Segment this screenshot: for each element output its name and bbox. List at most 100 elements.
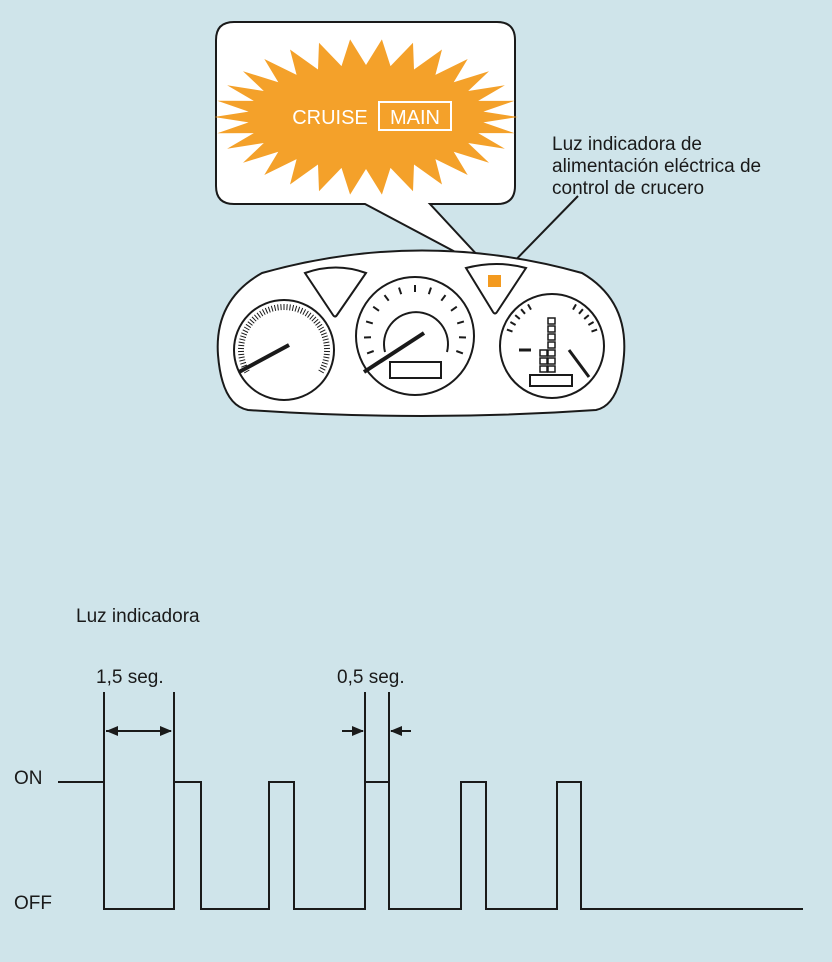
badge-main-box bbox=[378, 101, 452, 131]
gauge-tick bbox=[372, 305, 380, 312]
gauge-tick bbox=[294, 305, 298, 312]
gauge-tick bbox=[323, 344, 330, 347]
gauge-tick bbox=[383, 294, 390, 302]
tachometer-needle bbox=[238, 343, 290, 374]
gauge-tick bbox=[238, 341, 245, 344]
glow-burst bbox=[214, 39, 518, 195]
gauge-tick bbox=[583, 314, 590, 320]
gauge-tick bbox=[520, 308, 526, 315]
gauge-tick bbox=[240, 361, 247, 365]
badge-main-text: MAIN bbox=[390, 107, 440, 129]
gauge-tick bbox=[304, 310, 309, 317]
gauge-tick bbox=[398, 287, 403, 295]
level-block bbox=[547, 333, 556, 341]
gauge-tick bbox=[366, 350, 375, 355]
gauge-tick bbox=[261, 309, 266, 315]
level-blocks bbox=[539, 317, 556, 373]
gauge-tick bbox=[247, 321, 253, 326]
cruise-main-indicator bbox=[488, 275, 501, 287]
tachometer-dial bbox=[233, 299, 335, 401]
gauge-tick bbox=[319, 367, 326, 371]
gauge-tick bbox=[241, 364, 248, 368]
speedometer-needle bbox=[362, 331, 426, 374]
callout-label-line-2: alimentación eléctrica de bbox=[552, 156, 762, 177]
gauge-tick bbox=[316, 323, 323, 329]
gauge-tick bbox=[238, 353, 245, 356]
waveform-signal bbox=[58, 781, 803, 910]
gauge-tick bbox=[238, 344, 245, 347]
gauge-tick bbox=[455, 350, 464, 355]
gauge-tick bbox=[239, 338, 246, 341]
gauge-tick bbox=[254, 314, 259, 320]
gauge-tick bbox=[322, 338, 329, 341]
gauge-tick bbox=[273, 304, 277, 312]
gauge-tick bbox=[249, 318, 255, 324]
gauge-tick bbox=[506, 328, 513, 333]
dimension-lines bbox=[103, 692, 411, 782]
gauge-tick bbox=[251, 316, 257, 322]
gauge-tick bbox=[299, 307, 304, 314]
instrument-cluster bbox=[216, 249, 626, 417]
gauge-tick bbox=[321, 361, 328, 365]
gauge-tick bbox=[302, 309, 307, 315]
level-block bbox=[539, 357, 548, 365]
callout-label-line-3: control de crucero bbox=[552, 178, 705, 199]
level-on-label: ON bbox=[14, 768, 43, 789]
gauge-tick bbox=[259, 310, 264, 317]
gauge-tick bbox=[307, 312, 312, 318]
gauge-tick bbox=[315, 321, 321, 326]
gauge-tick bbox=[245, 323, 252, 329]
gauge-tick bbox=[289, 304, 291, 311]
level-block bbox=[547, 317, 556, 325]
level-block bbox=[547, 349, 556, 357]
odometer-display bbox=[389, 361, 442, 379]
gauge-tick bbox=[318, 369, 325, 374]
gauge-tick bbox=[320, 364, 327, 368]
gauge-tick bbox=[587, 321, 595, 326]
gauge-tick bbox=[313, 318, 319, 324]
gauge-tick bbox=[319, 329, 326, 333]
gauge-tick bbox=[365, 320, 374, 325]
gauge-tick bbox=[578, 308, 584, 315]
gauge-tick bbox=[270, 305, 274, 312]
gauge-tick bbox=[440, 294, 447, 302]
gauge-tick bbox=[267, 306, 271, 313]
callout-label-line-1: Luz indicadora de bbox=[552, 134, 702, 155]
level-block bbox=[539, 365, 548, 373]
gauge-tick bbox=[527, 303, 532, 311]
timing-title: Luz indicadora bbox=[76, 606, 200, 627]
level-block bbox=[547, 357, 556, 365]
gauge-tick bbox=[311, 316, 317, 322]
level-block bbox=[547, 365, 556, 373]
gauge-ticks bbox=[237, 285, 598, 374]
gauge-details bbox=[238, 311, 591, 387]
gauge-tick bbox=[243, 326, 250, 331]
speedometer-inner-arc bbox=[383, 311, 449, 353]
gauge-tick bbox=[509, 321, 517, 326]
gauge-tick bbox=[242, 329, 249, 333]
duration-short-label: 0,5 seg. bbox=[337, 667, 405, 688]
gauge-tick bbox=[572, 303, 577, 311]
duration-long-label: 1,5 seg. bbox=[96, 667, 164, 688]
fuel-needle bbox=[567, 349, 591, 378]
gauge-tick bbox=[323, 356, 330, 359]
warning-triangle-left bbox=[303, 266, 368, 318]
indicator-callout-label: Luz indicadora de alimentación eléctrica… bbox=[552, 134, 832, 200]
gauge-tick bbox=[297, 306, 301, 313]
gauge-tick bbox=[320, 332, 327, 336]
gauge-tick bbox=[291, 304, 295, 312]
gauge-tick bbox=[323, 353, 330, 356]
level-block bbox=[547, 341, 556, 349]
fuel-display bbox=[529, 374, 573, 387]
gauge-tick bbox=[264, 307, 269, 314]
gauge-tick bbox=[427, 287, 432, 295]
gauge-tick bbox=[309, 314, 314, 320]
badge-cruise-text: CRUISE bbox=[292, 107, 368, 129]
gauge-tick bbox=[456, 320, 465, 325]
level-block bbox=[547, 325, 556, 333]
gauge-tick bbox=[238, 356, 245, 359]
level-off-label: OFF bbox=[14, 893, 52, 914]
gauge-tick bbox=[514, 314, 521, 320]
gauge-tick bbox=[321, 335, 328, 339]
